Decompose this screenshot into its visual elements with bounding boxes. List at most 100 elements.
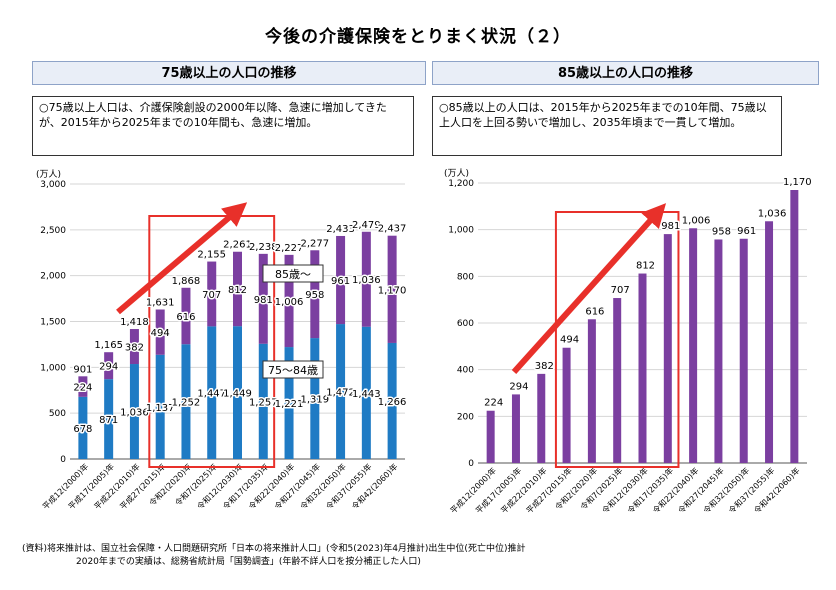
y-tick-label: 2,000	[40, 272, 66, 282]
x-tick-label: 令和2(2020)年	[553, 465, 599, 511]
data-label-85-plus: 961	[331, 276, 350, 287]
growth-arrow	[511, 203, 667, 375]
data-label-85-plus: 494	[151, 328, 170, 339]
x-tick-label: 平成22(2010)年	[92, 461, 142, 511]
data-label-total: 901	[73, 364, 92, 375]
x-tick-label: 平成12(2000)年	[448, 465, 498, 515]
y-tick-label: 400	[457, 366, 474, 376]
data-label-75-84: 1,137	[146, 403, 175, 414]
x-tick-label: 令和12(2030)年	[600, 465, 650, 515]
x-tick-label: 令和22(2040)年	[650, 465, 700, 515]
x-tick-label: 令和7(2025)年	[578, 465, 624, 511]
bar-age-85-plus	[336, 235, 346, 325]
data-label-total: 2,261	[223, 240, 252, 251]
data-label-total: 2,227	[275, 243, 304, 254]
data-label-85-plus: 382	[535, 361, 554, 372]
y-tick-label: 1,000	[448, 226, 474, 236]
bar-age-85-plus	[284, 254, 294, 348]
bar-age-75-84	[284, 347, 294, 459]
source-line-1: (資料)将来推計は、国立社会保障・人口問題研究所「日本の将来推計人口」(令和5(…	[22, 544, 526, 554]
bar-age-75-84	[310, 338, 320, 459]
data-label-85-plus: 1,170	[783, 177, 812, 188]
data-label-85-plus: 812	[228, 285, 247, 296]
bar-age-85-plus	[613, 298, 622, 463]
x-tick-label: 平成22(2010)年	[499, 465, 549, 515]
series-label-75-84-text: 75～84歳	[268, 364, 318, 377]
data-label-total: 2,479	[352, 220, 381, 231]
bar-age-85-plus	[587, 319, 596, 463]
x-tick-label: 令和22(2040)年	[246, 461, 296, 511]
data-label-85-plus: 494	[560, 335, 579, 346]
series-label-85-plus-box	[262, 264, 324, 283]
data-label-75-84: 1,443	[352, 389, 381, 400]
series-label-75-84-box	[262, 360, 324, 379]
bar-age-85-plus	[78, 376, 88, 397]
data-label-85-plus: 707	[611, 285, 630, 296]
data-label-total: 2,155	[197, 249, 226, 260]
bar-age-85-plus	[739, 238, 748, 463]
bar-age-85-plus	[361, 231, 371, 327]
data-label-total: 1,631	[146, 297, 175, 308]
source-note: (資料)将来推計は、国立社会保障・人口問題研究所「日本の将来推計人口」(令和5(…	[22, 543, 525, 569]
bar-age-85-plus	[104, 352, 114, 380]
right-note: ○85歳以上の人口は、2015年から2025年までの10年間、75歳以上人口を上…	[432, 96, 782, 156]
bar-age-75-84	[155, 354, 165, 459]
source-line-2: 2020年までの実績は、総務省統計局「国勢調査」(年齢不詳人口を按分補正した人口…	[76, 557, 421, 567]
data-label-85-plus: 224	[73, 383, 92, 394]
data-label-total: 1,165	[94, 340, 123, 351]
data-label-75-84: 1,447	[197, 389, 226, 400]
bar-age-85-plus	[537, 373, 546, 463]
y-tick-label: 800	[457, 272, 474, 282]
bar-age-85-plus	[181, 287, 191, 345]
y-axis-unit: (万人)	[444, 168, 469, 179]
data-label-75-84: 678	[73, 424, 92, 435]
data-label-85-plus: 382	[125, 343, 144, 354]
data-label-85-plus: 1,006	[682, 215, 711, 226]
data-label-total: 1,868	[172, 276, 201, 287]
x-tick-label: 令和42(2060)年	[349, 461, 399, 511]
x-tick-label: 平成12(2000)年	[40, 461, 90, 511]
data-label-85-plus: 1,170	[378, 285, 407, 296]
data-label-85-plus: 981	[254, 295, 273, 306]
data-label-75-84: 1,472	[326, 388, 355, 399]
data-label-85-plus: 981	[661, 221, 680, 232]
growth-arrow	[116, 202, 248, 315]
bar-age-85-plus	[258, 253, 268, 344]
x-tick-label: 令和17(2035)年	[625, 465, 675, 515]
x-tick-label: 平成27(2015)年	[118, 461, 168, 511]
y-tick-label: 600	[457, 319, 474, 329]
page-title: 今後の介護保険をとりまく状況（２）	[265, 27, 571, 47]
x-tick-label: 令和17(2035)年	[221, 461, 271, 511]
data-label-85-plus: 958	[305, 290, 324, 301]
data-label-total: 2,277	[300, 238, 329, 249]
left-chart: (万人) 0 500 1,000 1,500 2,000 2,500 3,000 平成12(20…	[36, 169, 408, 511]
x-tick-label: 令和27(2045)年	[676, 465, 726, 515]
bar-age-75-84	[181, 344, 191, 459]
y-tick-label: 200	[457, 412, 474, 422]
highlight-box	[148, 215, 276, 468]
data-label-75-84: 1,221	[275, 399, 304, 410]
x-tick-label: 令和27(2045)年	[272, 461, 322, 511]
data-label-85-plus: 616	[585, 306, 604, 317]
data-label-85-plus: 1,006	[275, 297, 304, 308]
y-tick-label: 1,000	[40, 363, 66, 373]
data-label-75-84: 1,449	[223, 389, 252, 400]
bar-age-85-plus	[638, 273, 647, 463]
left-note: ○75歳以上人口は、介護保険創設の2000年以降、急速に増加してきたが、2015…	[32, 96, 414, 156]
series-label-85-plus-text: 85歳～	[275, 268, 311, 281]
x-tick-label: 令和32(2050)年	[298, 461, 348, 511]
left-panel-header: 75歳以上の人口の推移	[32, 61, 426, 85]
data-label-85-plus: 616	[176, 312, 195, 323]
bar-age-75-84	[129, 364, 139, 459]
data-label-85-plus: 707	[202, 290, 221, 301]
bar-age-75-84	[361, 326, 371, 459]
data-label-total: 2,433	[326, 224, 355, 235]
bar-age-75-84	[78, 396, 88, 459]
x-tick-label: 令和42(2060)年	[752, 465, 802, 515]
x-tick-label: 令和37(2055)年	[324, 461, 374, 511]
right-panel-header: 85歳以上の人口の推移	[432, 61, 819, 85]
data-label-85-plus: 958	[712, 226, 731, 237]
bar-age-75-84	[258, 343, 268, 459]
data-label-total: 1,418	[120, 317, 149, 328]
